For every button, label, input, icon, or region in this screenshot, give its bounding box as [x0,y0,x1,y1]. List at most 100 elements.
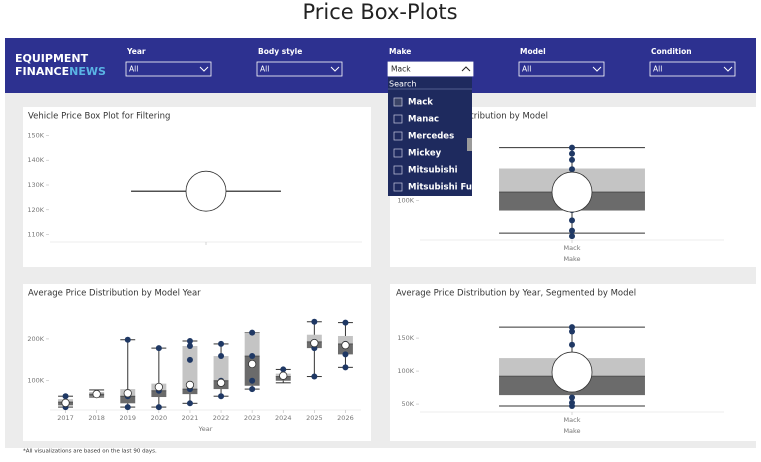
y-tick-label: 100K [397,197,414,205]
mean-marker [551,351,593,393]
y-tick-label: 50K [401,400,414,408]
chevron [199,66,209,72]
chevron [461,66,471,72]
data-point [569,341,575,348]
y-tick-label: 200K [27,335,44,343]
logo-line1: EQUIPMENT [15,52,89,65]
dropdown-item[interactable]: Mack [408,98,433,108]
dropdown-search[interactable]: Search [389,80,416,89]
dropdown: Search Mack Manac Mercedes Mickey Mitsubishi… [388,77,483,196]
filter-bar [5,38,756,93]
logo-news: NEWS [69,65,106,78]
data-point [186,356,193,363]
filter-select[interactable] [649,61,736,77]
checkbox[interactable] [393,165,403,175]
checkbox[interactable] [393,131,403,141]
data-point [311,373,318,380]
checkbox[interactable] [393,148,403,158]
mean-marker [185,380,195,390]
page-title: Price Box-Plots [302,0,457,24]
chevron [723,66,733,72]
x-axis-title: Make [563,255,580,263]
y-tick-label: 100K [397,367,414,375]
data-point [569,394,575,401]
dropdown-item[interactable]: Mitsubishi Fuso [408,183,483,193]
data-point [569,227,575,234]
filter-label: Condition [651,47,692,56]
y-tick-label: 110K [27,231,44,239]
data-point [218,353,225,360]
box-upper [244,332,260,357]
filter-value: All [260,65,269,74]
data-point [249,377,256,384]
x-tick-label: Mack [564,416,581,424]
data-point [249,386,256,393]
box-upper [213,356,229,381]
data-point [342,351,349,358]
dropdown-item[interactable]: Manac [408,115,439,125]
x-axis-title: Year [198,425,213,433]
data-point [124,336,131,343]
box-upper [182,346,198,390]
data-point [342,364,349,371]
checkbox[interactable] [393,182,403,192]
data-point [249,329,256,336]
chevron [330,66,340,72]
filter-select[interactable] [125,61,212,77]
filter-select[interactable] [518,61,605,77]
data-point [124,404,131,411]
x-tick-label: 2020 [151,414,168,422]
y-tick-label: 120K [27,206,44,214]
mean-marker [216,378,226,387]
x-axis-title: Make [563,427,580,435]
y-tick-label: 150K [27,131,44,139]
data-point [186,400,193,407]
mean-marker [279,371,288,380]
mean-marker [551,171,593,213]
mean-marker [61,398,70,408]
data-point [569,156,575,163]
data-point [186,343,193,350]
data-point [569,144,575,151]
mean-marker [185,170,227,212]
x-tick-label: 2025 [306,414,323,422]
data-point [218,393,225,400]
chart-title: Average Price Distribution by Year, Segm… [396,289,636,299]
filter-select[interactable] [387,61,474,77]
mean-marker [92,389,101,399]
checkbox[interactable] [393,97,403,107]
filter-value: Mack [391,65,411,74]
logo-finance: FINANCE [15,65,69,78]
x-tick-label: 2018 [88,414,105,422]
dropdown-item[interactable]: Mickey [408,149,442,159]
mean-marker [341,341,350,350]
y-tick-label: 130K [27,181,44,189]
data-point [342,319,349,326]
data-point [155,404,162,411]
mean-marker [123,389,132,398]
filter-value: All [522,65,531,74]
dropdown-item[interactable]: Mercedes [408,132,454,142]
logo-line2: FINANCENEWS [15,65,106,78]
filter-select[interactable] [256,61,343,77]
chevron [592,66,602,72]
chart-title: Average Price Distribution by Model Year [28,289,201,299]
data-point [569,399,575,406]
data-point [569,328,575,335]
box-lower [120,396,136,404]
x-tick-label: 2021 [182,414,199,422]
data-point [218,340,225,347]
data-point [569,150,575,157]
box-lower [151,390,167,398]
dropdown-item[interactable]: Mitsubishi [408,166,458,176]
filter-label: Body style [258,47,302,56]
x-tick-label: 2023 [244,414,261,422]
box-upper [337,335,353,344]
filter-label: Model [520,47,546,56]
checkbox[interactable] [393,114,403,124]
scrollbar [467,138,472,151]
filter-value: All [653,65,662,74]
data-point [569,233,575,240]
